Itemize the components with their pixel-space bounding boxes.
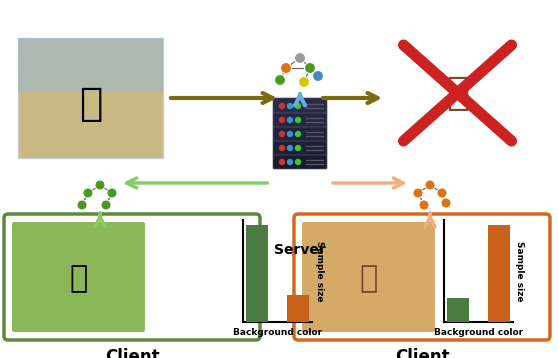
Circle shape	[296, 160, 301, 164]
Text: 🐄: 🐄	[79, 85, 102, 123]
Circle shape	[275, 74, 286, 86]
FancyBboxPatch shape	[18, 38, 163, 92]
Text: 🐫: 🐫	[359, 265, 378, 294]
FancyBboxPatch shape	[273, 98, 327, 113]
Circle shape	[287, 160, 292, 164]
Circle shape	[287, 117, 292, 122]
Circle shape	[413, 188, 423, 198]
Text: Client: Client	[395, 348, 449, 358]
X-axis label: Background color: Background color	[434, 328, 523, 337]
Circle shape	[280, 117, 285, 122]
Circle shape	[425, 180, 435, 190]
Circle shape	[437, 188, 447, 198]
Bar	[287, 295, 309, 322]
Circle shape	[312, 71, 324, 82]
Y-axis label: Sample size: Sample size	[315, 241, 324, 301]
FancyBboxPatch shape	[12, 222, 145, 332]
Circle shape	[77, 200, 87, 210]
Bar	[488, 225, 510, 322]
FancyBboxPatch shape	[273, 154, 327, 169]
Circle shape	[441, 198, 451, 208]
Circle shape	[95, 180, 105, 190]
Circle shape	[287, 131, 292, 136]
FancyBboxPatch shape	[18, 38, 163, 158]
Circle shape	[305, 63, 315, 73]
Circle shape	[280, 103, 285, 108]
Circle shape	[287, 145, 292, 150]
Circle shape	[83, 188, 93, 198]
FancyBboxPatch shape	[390, 33, 525, 153]
X-axis label: Background color: Background color	[233, 328, 322, 337]
FancyBboxPatch shape	[273, 126, 327, 141]
FancyBboxPatch shape	[302, 222, 435, 332]
Circle shape	[299, 77, 310, 87]
Circle shape	[296, 131, 301, 136]
Circle shape	[280, 160, 285, 164]
Circle shape	[296, 117, 301, 122]
Circle shape	[280, 131, 285, 136]
Circle shape	[287, 103, 292, 108]
FancyBboxPatch shape	[273, 112, 327, 127]
Text: 🐄: 🐄	[69, 265, 88, 294]
Bar	[246, 225, 268, 322]
FancyBboxPatch shape	[294, 214, 550, 340]
Circle shape	[296, 103, 301, 108]
Circle shape	[296, 145, 301, 150]
Text: 🐫: 🐫	[446, 74, 469, 112]
Bar	[447, 298, 469, 322]
FancyBboxPatch shape	[4, 214, 260, 340]
Y-axis label: Sample size: Sample size	[516, 241, 525, 301]
Text: Server: Server	[274, 243, 326, 257]
Circle shape	[295, 53, 305, 63]
Circle shape	[419, 200, 429, 210]
Circle shape	[101, 200, 111, 210]
Circle shape	[107, 188, 117, 198]
Circle shape	[280, 145, 285, 150]
Text: Client: Client	[105, 348, 160, 358]
FancyBboxPatch shape	[273, 140, 327, 155]
Circle shape	[281, 63, 291, 73]
